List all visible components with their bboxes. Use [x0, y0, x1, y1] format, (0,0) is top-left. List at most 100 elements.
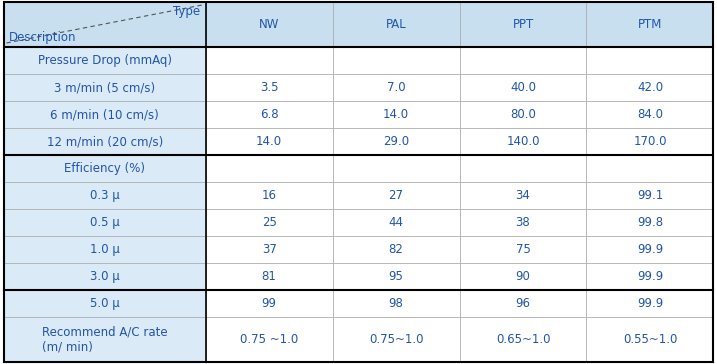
Text: 99: 99: [262, 297, 277, 310]
Bar: [206, 74, 333, 101]
Bar: [4, 155, 206, 182]
Text: 40.0: 40.0: [510, 81, 536, 94]
Text: 0.55~1.0: 0.55~1.0: [623, 333, 677, 346]
Text: 96: 96: [516, 297, 531, 310]
Text: 3.0 μ: 3.0 μ: [90, 270, 120, 283]
Bar: [460, 128, 587, 155]
Bar: [4, 182, 206, 209]
Text: 140.0: 140.0: [506, 135, 540, 148]
Text: 99.9: 99.9: [637, 243, 663, 256]
Text: 34: 34: [516, 189, 531, 202]
Text: Efficiency (%): Efficiency (%): [64, 162, 145, 175]
Text: 99.8: 99.8: [637, 216, 663, 229]
Text: 25: 25: [262, 216, 277, 229]
Text: 0.5 μ: 0.5 μ: [90, 216, 120, 229]
Text: PTM: PTM: [637, 18, 662, 31]
Bar: [587, 263, 713, 290]
Bar: [460, 263, 587, 290]
Text: Pressure Drop (mmAq): Pressure Drop (mmAq): [37, 54, 171, 67]
Text: NW: NW: [259, 18, 280, 31]
Text: 3.5: 3.5: [260, 81, 278, 94]
Text: 81: 81: [262, 270, 277, 283]
Text: 99.1: 99.1: [637, 189, 663, 202]
Bar: [333, 290, 460, 317]
Bar: [206, 128, 333, 155]
Bar: [587, 209, 713, 236]
Text: 95: 95: [389, 270, 404, 283]
Bar: [206, 290, 333, 317]
Bar: [333, 236, 460, 263]
Bar: [333, 317, 460, 362]
Text: 0.65~1.0: 0.65~1.0: [495, 333, 550, 346]
Text: 98: 98: [389, 297, 404, 310]
Text: 6.8: 6.8: [260, 108, 278, 121]
Bar: [4, 47, 206, 74]
Text: 99.9: 99.9: [637, 297, 663, 310]
Bar: [460, 290, 587, 317]
Bar: [4, 209, 206, 236]
Text: 37: 37: [262, 243, 277, 256]
Bar: [460, 182, 587, 209]
Bar: [4, 128, 206, 155]
Text: 7.0: 7.0: [386, 81, 405, 94]
Bar: [206, 101, 333, 128]
Text: Description: Description: [9, 31, 77, 44]
Text: 170.0: 170.0: [633, 135, 667, 148]
Bar: [460, 47, 587, 74]
Bar: [206, 209, 333, 236]
Bar: [333, 182, 460, 209]
Bar: [4, 236, 206, 263]
Text: 1.0 μ: 1.0 μ: [90, 243, 120, 256]
Bar: [333, 263, 460, 290]
Bar: [4, 290, 206, 317]
Bar: [333, 101, 460, 128]
Bar: [206, 236, 333, 263]
Bar: [4, 317, 206, 362]
Text: 44: 44: [389, 216, 404, 229]
Bar: [587, 47, 713, 74]
Bar: [587, 290, 713, 317]
Bar: [333, 155, 460, 182]
Bar: [333, 209, 460, 236]
Text: 3 m/min (5 cm/s): 3 m/min (5 cm/s): [54, 81, 155, 94]
Text: 80.0: 80.0: [510, 108, 536, 121]
Text: 84.0: 84.0: [637, 108, 663, 121]
Bar: [587, 101, 713, 128]
Bar: [206, 182, 333, 209]
Text: 5.0 μ: 5.0 μ: [90, 297, 120, 310]
Bar: [206, 317, 333, 362]
Bar: [587, 128, 713, 155]
Bar: [4, 2, 206, 47]
Bar: [333, 128, 460, 155]
Bar: [587, 317, 713, 362]
Bar: [4, 101, 206, 128]
Bar: [460, 209, 587, 236]
Text: 90: 90: [516, 270, 531, 283]
Bar: [460, 2, 587, 47]
Bar: [206, 155, 333, 182]
Bar: [333, 74, 460, 101]
Bar: [4, 263, 206, 290]
Bar: [587, 74, 713, 101]
Bar: [206, 263, 333, 290]
Bar: [206, 2, 333, 47]
Bar: [587, 2, 713, 47]
Text: PPT: PPT: [513, 18, 533, 31]
Text: 38: 38: [516, 216, 531, 229]
Bar: [460, 317, 587, 362]
Bar: [460, 101, 587, 128]
Text: 75: 75: [516, 243, 531, 256]
Text: Type: Type: [173, 5, 200, 18]
Bar: [587, 236, 713, 263]
Text: 0.75 ~1.0: 0.75 ~1.0: [240, 333, 298, 346]
Text: PAL: PAL: [386, 18, 407, 31]
Bar: [206, 47, 333, 74]
Bar: [587, 182, 713, 209]
Bar: [333, 47, 460, 74]
Bar: [460, 74, 587, 101]
Text: 16: 16: [262, 189, 277, 202]
Text: 0.3 μ: 0.3 μ: [90, 189, 120, 202]
Bar: [4, 74, 206, 101]
Bar: [460, 155, 587, 182]
Text: 42.0: 42.0: [637, 81, 663, 94]
